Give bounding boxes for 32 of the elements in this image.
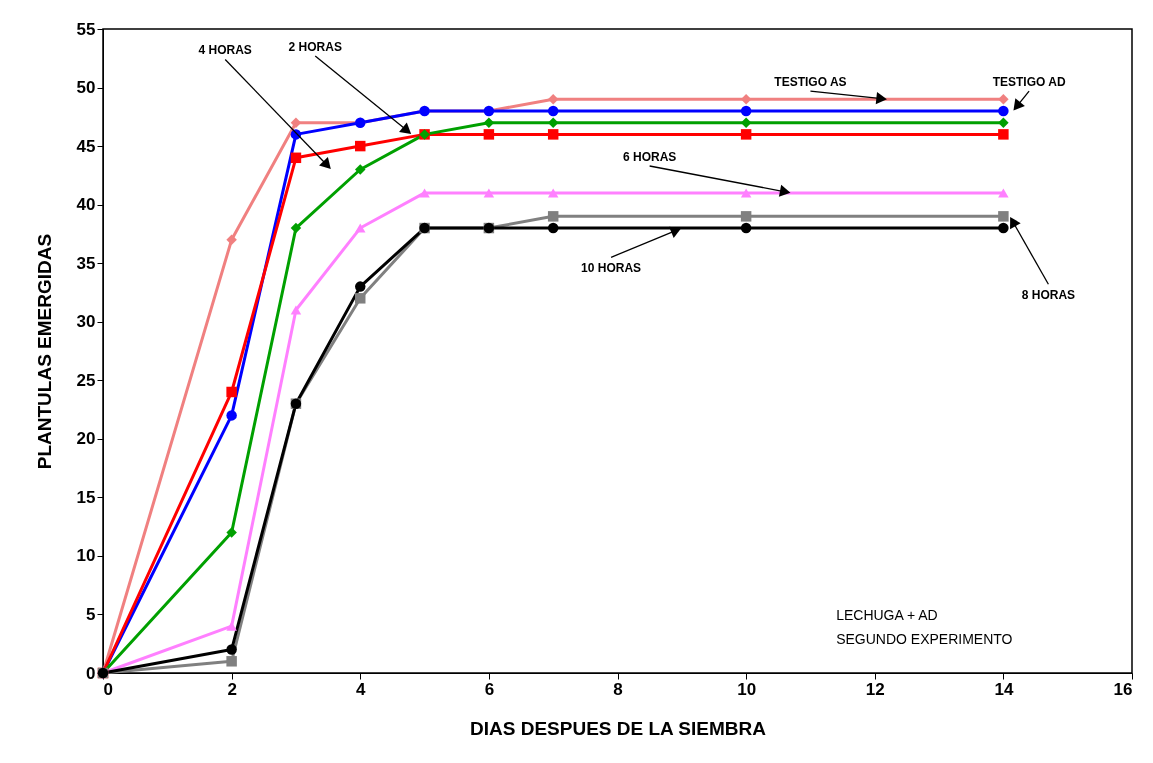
y-tick-label: 15	[76, 487, 96, 507]
y-tick-label: 0	[86, 663, 96, 683]
x-tick-label: 6	[484, 679, 495, 699]
x-tick-label: 4	[356, 679, 367, 699]
y-tick-label: 45	[76, 136, 96, 156]
y-tick-label: 50	[76, 78, 96, 98]
text: 2 HORAS	[288, 39, 342, 54]
text: 6 HORAS	[622, 149, 677, 164]
y-tick-label: 55	[76, 19, 96, 39]
x-tick-label: 2	[227, 679, 237, 699]
x-tick-label: 8	[613, 679, 623, 699]
x-tick-label: 10	[737, 679, 757, 699]
y-tick-label: 30	[76, 312, 96, 332]
y-tick-label: 40	[76, 195, 96, 215]
y-tick-label: 25	[76, 370, 96, 390]
annotation: SEGUNDO EXPERIMENTO	[836, 631, 1013, 648]
x-axis-title: DIAS DESPUES DE LA SIEMBRA	[470, 717, 767, 739]
y-axis-title: PLANTULAS EMERGIDAS	[33, 233, 55, 470]
x-tick-label: 14	[994, 679, 1014, 699]
series-label: TESTIGO AD	[992, 74, 1066, 89]
x-tick-label: 0	[103, 679, 113, 699]
text: 8 HORAS	[1021, 287, 1076, 302]
text: 10 HORAS	[581, 260, 642, 275]
x-tick-label: 12	[865, 679, 885, 699]
x-tick-label: 16	[1113, 679, 1133, 699]
y-tick-label: 5	[86, 604, 96, 624]
series-label: TESTIGO AS	[774, 74, 847, 89]
y-tick-label: 20	[76, 429, 96, 449]
y-tick-label: 10	[76, 546, 96, 566]
text: 4 HORAS	[198, 43, 252, 58]
annotation: LECHUGA + AD	[836, 606, 938, 623]
y-tick-label: 35	[76, 253, 96, 273]
